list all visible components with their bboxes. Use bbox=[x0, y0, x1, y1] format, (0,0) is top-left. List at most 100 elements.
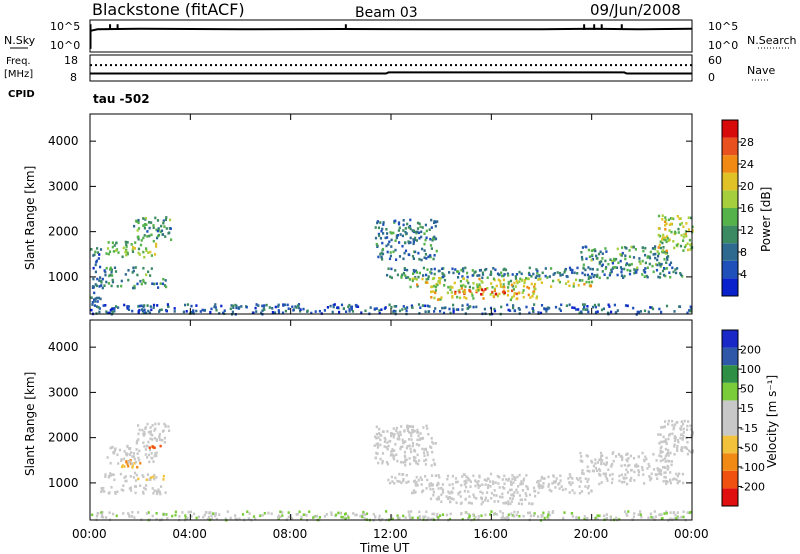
heatmap-cell bbox=[247, 517, 250, 520]
heatmap-cell bbox=[98, 307, 101, 310]
heatmap-cell bbox=[515, 513, 518, 517]
heatmap-cell bbox=[428, 484, 431, 488]
heatmap-cell bbox=[287, 515, 290, 519]
heatmap-cell bbox=[463, 473, 466, 476]
heatmap-cell bbox=[562, 516, 565, 520]
heatmap-cell bbox=[638, 260, 641, 263]
heatmap-cell bbox=[507, 477, 511, 481]
heatmap-cell bbox=[416, 484, 419, 487]
heatmap-cell bbox=[108, 511, 111, 514]
heatmap-cell bbox=[500, 305, 503, 309]
heatmap-cell bbox=[676, 421, 679, 424]
heatmap-cell bbox=[623, 274, 626, 278]
heatmap-cell bbox=[387, 243, 390, 246]
heatmap-cell bbox=[408, 425, 411, 428]
heatmap-cell bbox=[104, 473, 107, 476]
heatmap-cell bbox=[329, 304, 332, 308]
heatmap-cell bbox=[157, 488, 160, 491]
heatmap-cell bbox=[524, 498, 527, 501]
heatmap-cell bbox=[399, 433, 402, 437]
heatmap-cell bbox=[388, 257, 392, 261]
heatmap-cell bbox=[390, 305, 393, 309]
heatmap-cell bbox=[613, 259, 616, 262]
heatmap-cell bbox=[103, 269, 106, 272]
heatmap-cell bbox=[501, 290, 505, 294]
heatmap-cell bbox=[92, 254, 95, 257]
heatmap-cell bbox=[416, 221, 420, 225]
heatmap-cell bbox=[682, 434, 685, 438]
heatmap-cell bbox=[461, 308, 464, 311]
heatmap-cell bbox=[678, 479, 681, 483]
freq-left-tick-top: 18 bbox=[64, 54, 78, 67]
heatmap-cell bbox=[402, 477, 405, 481]
heatmap-cell bbox=[538, 484, 541, 487]
heatmap-cell bbox=[467, 281, 470, 285]
heatmap-cell bbox=[126, 241, 129, 244]
heatmap-cell bbox=[691, 225, 694, 229]
heatmap-cell bbox=[623, 267, 626, 271]
heatmap-cell bbox=[96, 512, 99, 515]
heatmap-cell bbox=[626, 459, 629, 463]
heatmap-cell bbox=[480, 497, 483, 501]
heatmap-cell bbox=[124, 240, 127, 244]
heatmap-cell bbox=[306, 309, 309, 313]
heatmap-cell bbox=[437, 497, 441, 501]
heatmap-cell bbox=[449, 496, 452, 499]
heatmap-cell bbox=[378, 312, 381, 315]
heatmap-cell bbox=[503, 285, 506, 289]
heatmap-cell bbox=[503, 487, 506, 490]
heatmap-cell bbox=[587, 266, 590, 269]
heatmap-cell bbox=[596, 268, 599, 271]
heatmap-cell bbox=[105, 516, 108, 519]
heatmap-cell bbox=[685, 447, 688, 450]
heatmap-cell bbox=[137, 247, 141, 251]
heatmap-cell bbox=[424, 463, 427, 466]
heatmap-cell bbox=[567, 477, 570, 480]
heatmap-cell bbox=[161, 233, 165, 236]
heatmap-cell bbox=[165, 216, 168, 219]
heatmap-cell bbox=[617, 453, 621, 456]
heatmap-cell bbox=[100, 284, 103, 287]
heatmap-cell bbox=[510, 493, 513, 497]
heatmap-cell bbox=[599, 451, 603, 455]
heatmap-cell bbox=[424, 475, 427, 478]
heatmap-cell bbox=[666, 468, 669, 471]
heatmap-cell bbox=[348, 303, 351, 307]
heatmap-cell bbox=[392, 250, 395, 254]
x-axis-ticks: 00:00 04:00 08:00 12:00 16:00 20:00 00:00 bbox=[72, 114, 709, 541]
heatmap-cell bbox=[664, 252, 667, 255]
heatmap-cell bbox=[659, 459, 662, 463]
heatmap-cell bbox=[259, 514, 262, 517]
heatmap-cell bbox=[591, 272, 594, 276]
heatmap-cell bbox=[607, 468, 610, 471]
heatmap-cell bbox=[532, 486, 536, 490]
heatmap-cell bbox=[109, 266, 112, 270]
heatmap-cell bbox=[596, 469, 599, 473]
heatmap-cell bbox=[486, 276, 489, 279]
heatmap-cell bbox=[215, 517, 218, 521]
heatmap-cell bbox=[665, 482, 668, 485]
heatmap-cell bbox=[427, 255, 430, 259]
heatmap-cell bbox=[339, 512, 342, 515]
freq-right-tick-top: 60 bbox=[708, 54, 722, 67]
heatmap-cell bbox=[132, 266, 135, 270]
heatmap-cell bbox=[583, 305, 586, 309]
heatmap-cell bbox=[607, 303, 610, 307]
heatmap-cell bbox=[651, 264, 654, 268]
heatmap-cell bbox=[142, 250, 145, 254]
heatmap-cell bbox=[418, 236, 421, 240]
heatmap-cell bbox=[422, 274, 425, 277]
heatmap-cell bbox=[511, 273, 514, 276]
colorbar-tick-label: 8 bbox=[740, 246, 747, 259]
heatmap-cell bbox=[142, 305, 145, 309]
heatmap-cell bbox=[407, 438, 411, 441]
heatmap-cell bbox=[423, 249, 426, 252]
heatmap-cell bbox=[502, 274, 505, 278]
heatmap-cell bbox=[115, 241, 118, 245]
heatmap-cell bbox=[109, 472, 112, 475]
heatmap-cell bbox=[474, 484, 477, 488]
heatmap-cell bbox=[649, 478, 652, 482]
heatmap-cell bbox=[131, 250, 135, 253]
heatmap-cell bbox=[388, 303, 391, 307]
